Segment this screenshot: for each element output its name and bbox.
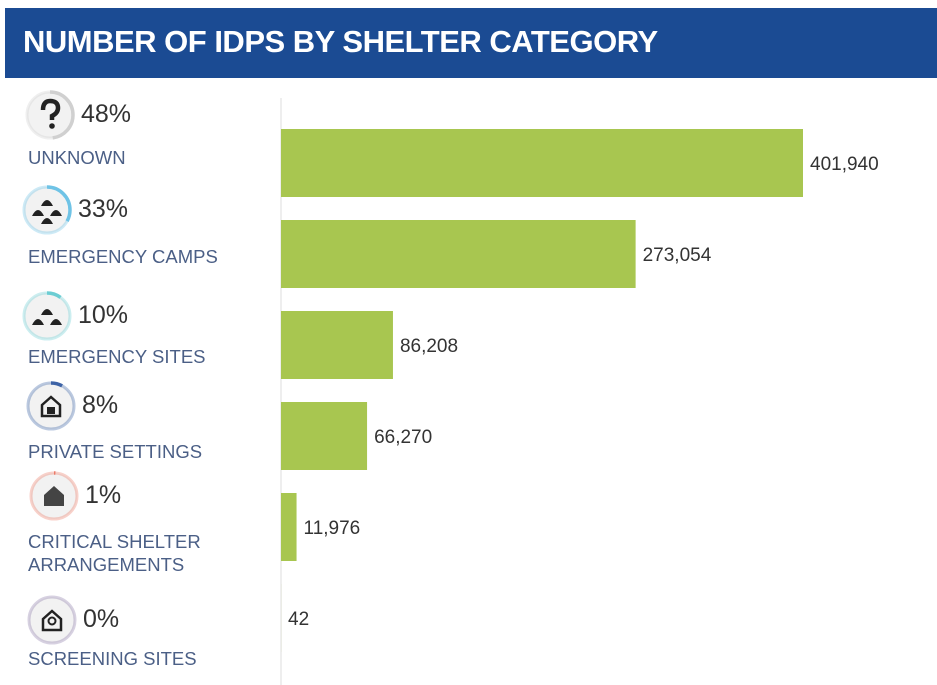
value-label: 273,054 [643, 245, 712, 266]
share-label: 0% [83, 605, 120, 633]
share-label: 10% [78, 301, 129, 329]
category-label: UNKNOWN [28, 147, 126, 168]
value-label: 66,270 [374, 427, 432, 448]
shelter-icon [26, 381, 76, 431]
share-label: 1% [85, 481, 122, 509]
shelter-icon [25, 90, 75, 140]
icon-ring-bg [26, 381, 76, 431]
share-label: 33% [78, 195, 129, 223]
icon-glyph [41, 609, 63, 632]
category-label: PRIVATE SETTINGS [28, 441, 203, 462]
bar [281, 129, 803, 197]
icon-ring-share [29, 471, 79, 521]
category-label: EMERGENCY SITES [28, 346, 206, 367]
icon-ring-share [26, 381, 76, 431]
icon-glyph [40, 98, 61, 120]
icon-glyph [50, 319, 62, 325]
icon-ring-share [25, 90, 75, 140]
shelter-icon [22, 185, 72, 235]
icon-glyph [41, 309, 53, 315]
shelter-icon [29, 471, 79, 521]
shelter-icon [27, 595, 77, 645]
header: NUMBER OF IDPS BY SHELTER CATEGORY [5, 8, 937, 78]
value-label: 11,976 [304, 518, 361, 539]
icon-glyph [40, 395, 62, 418]
value-label: 86,208 [400, 336, 458, 357]
icon-glyph [32, 210, 44, 216]
icon-glyph [44, 486, 64, 506]
icon-glyph [32, 319, 44, 325]
bar [281, 402, 368, 470]
category-label: EMERGENCY CAMPS [28, 246, 218, 267]
icon-glyph [50, 210, 62, 216]
category-label: CRITICAL SHELTER ARRANGEMENTS [28, 531, 201, 575]
share-label: 48% [81, 100, 132, 128]
bar [281, 220, 636, 288]
icon-glyph [41, 218, 53, 224]
category-label: SCREENING SITES [28, 648, 197, 669]
share-label: 8% [82, 391, 119, 419]
icon-ring-bg [22, 291, 72, 341]
icon-ring-share [22, 185, 72, 235]
value-label: 42 [288, 609, 309, 630]
icon-glyph [49, 123, 55, 129]
bar [281, 493, 297, 561]
icon-ring-share [22, 291, 72, 341]
bar [281, 311, 393, 379]
icon-glyph [47, 407, 55, 414]
icon-glyph [47, 616, 57, 626]
value-label: 401,940 [810, 154, 879, 175]
icon-ring-bg [27, 595, 77, 645]
chart-title: NUMBER OF IDPS BY SHELTER CATEGORY [23, 24, 658, 59]
icon-glyph [41, 200, 53, 206]
shelter-icon [22, 291, 72, 341]
